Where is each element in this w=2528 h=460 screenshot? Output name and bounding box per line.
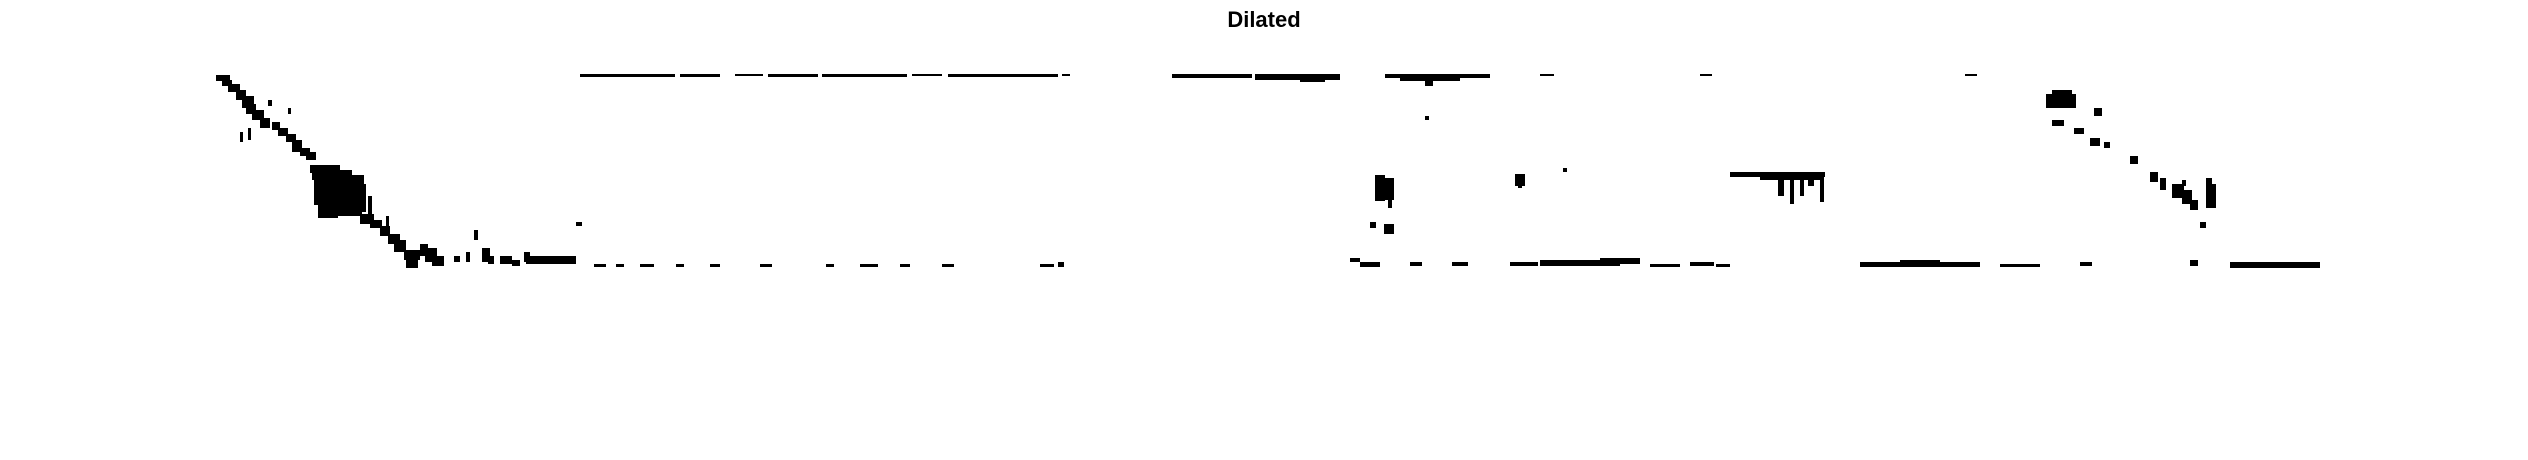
figure-title: Dilated [1227, 7, 1301, 32]
image-foreground [216, 74, 2320, 268]
